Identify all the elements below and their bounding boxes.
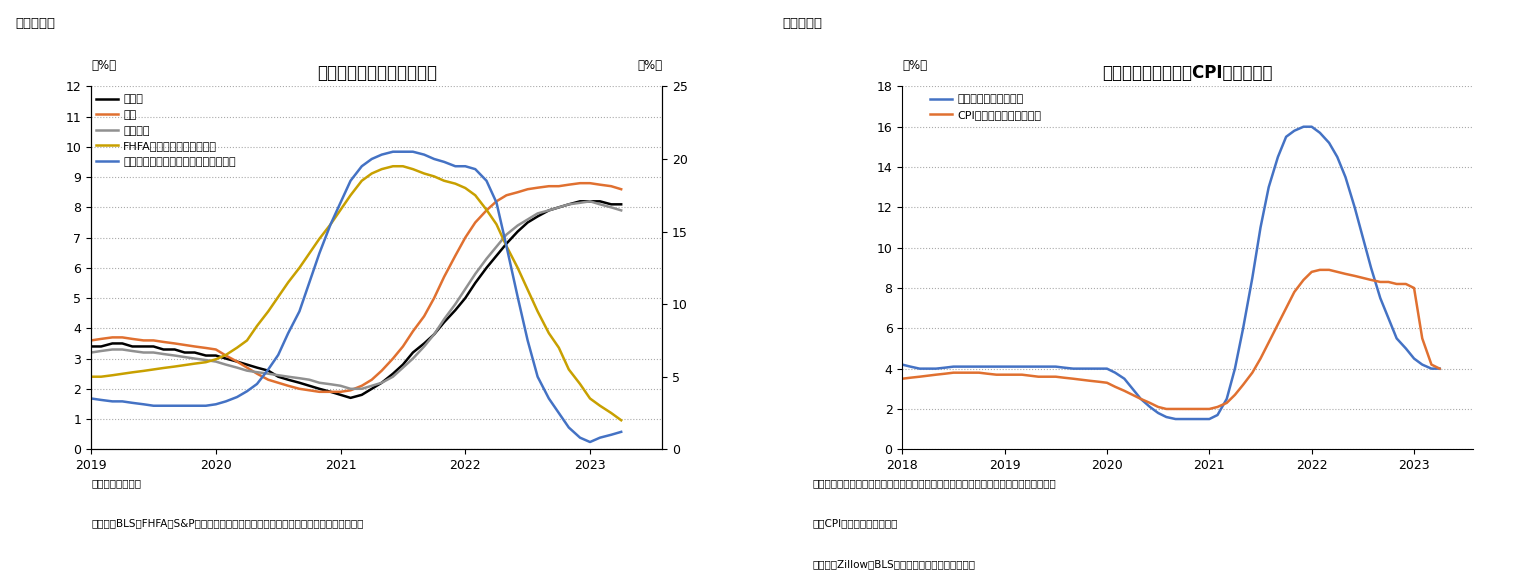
帰属家賃 — [123, 347, 141, 354]
住居費 — [415, 340, 433, 347]
ケース・シラー住宅価格指数（右軸） — [580, 438, 598, 445]
Legend: 観測家賃指数（全米）, CPI家賃指数（１年ラグ）: 観測家賃指数（全米）, CPI家賃指数（１年ラグ） — [925, 90, 1045, 124]
住居費 — [342, 395, 360, 401]
CPI家賃指数（１年ラグ） — [1167, 406, 1185, 412]
ケース・シラー住宅価格指数（右軸） — [434, 158, 453, 165]
CPI家賃指数（１年ラグ） — [1243, 369, 1261, 376]
住居費 — [82, 343, 100, 350]
ケース・シラー住宅価格指数（右軸） — [612, 429, 630, 435]
住居費 — [372, 380, 390, 386]
帰属家賃 — [331, 382, 349, 389]
Text: （図表９）: （図表９） — [782, 17, 822, 31]
CPI家賃指数（１年ラグ） — [1311, 266, 1329, 274]
住居費 — [571, 198, 589, 205]
家賃 — [310, 388, 328, 395]
CPI家賃指数（１年ラグ） — [962, 369, 980, 376]
Text: （%）: （%） — [902, 59, 928, 72]
FHFA住宅価格指数（右軸） — [123, 369, 141, 376]
Line: 家賃: 家賃 — [91, 183, 621, 392]
Text: （注）前年同月比。観測家賃指数は同じ賃貸ユニットの賃料を経時的に計算したもの。: （注）前年同月比。観測家賃指数は同じ賃貸ユニットの賃料を経時的に計算したもの。 — [813, 478, 1056, 488]
家賃 — [415, 313, 433, 320]
観測家賃指数（全米） — [1243, 275, 1261, 282]
CPI家賃指数（１年ラグ） — [1115, 388, 1133, 395]
ケース・シラー住宅価格指数（右軸） — [269, 351, 287, 358]
Line: 帰属家賃: 帰属家賃 — [91, 202, 621, 389]
CPI家賃指数（１年ラグ） — [1431, 365, 1449, 372]
ケース・シラー住宅価格指数（右軸） — [123, 399, 141, 406]
住居費 — [331, 392, 349, 399]
Line: FHFA住宅価格指数（右軸）: FHFA住宅価格指数（右軸） — [91, 166, 621, 420]
帰属家賃 — [612, 207, 630, 214]
住居費 — [123, 343, 141, 350]
家賃 — [571, 180, 589, 187]
家賃 — [82, 337, 100, 344]
ケース・シラー住宅価格指数（右軸） — [363, 156, 381, 162]
Legend: 住居費, 家賃, 帰属家賃, FHFA住宅価格指数（右軸）, ケース・シラー住宅価格指数（右軸）: 住居費, 家賃, 帰属家賃, FHFA住宅価格指数（右軸）, ケース・シラー住宅… — [91, 90, 240, 171]
観測家賃指数（全米） — [962, 363, 980, 370]
ケース・シラー住宅価格指数（右軸） — [82, 395, 100, 402]
FHFA住宅価格指数（右軸） — [331, 206, 349, 213]
観測家賃指数（全米） — [1431, 365, 1449, 372]
家賃 — [372, 367, 390, 374]
Text: （%）: （%） — [91, 59, 117, 72]
CPI家賃指数（１年ラグ） — [1252, 355, 1270, 362]
Text: CPI家賃指数は１年遅行: CPI家賃指数は１年遅行 — [813, 518, 898, 528]
FHFA住宅価格指数（右軸） — [612, 417, 630, 424]
観測家賃指数（全米） — [893, 361, 911, 368]
家賃 — [434, 274, 453, 281]
家賃 — [612, 186, 630, 193]
Line: 観測家賃指数（全米）: 観測家賃指数（全米） — [902, 127, 1440, 419]
Text: （注）前年同月比: （注）前年同月比 — [91, 478, 141, 488]
観測家賃指数（全米） — [1200, 416, 1218, 423]
FHFA住宅価格指数（右軸） — [269, 293, 287, 300]
CPI家賃指数（１年ラグ） — [1157, 406, 1176, 412]
帰属家賃 — [342, 385, 360, 392]
Text: （図表８）: （図表８） — [15, 17, 55, 31]
Title: 観察家賃指数およびCPIの家賃指数: 観察家賃指数およびCPIの家賃指数 — [1103, 64, 1273, 82]
住居費 — [434, 319, 453, 326]
CPI家賃指数（１年ラグ） — [1200, 406, 1218, 412]
帰属家賃 — [269, 372, 287, 378]
FHFA住宅価格指数（右軸） — [384, 163, 403, 170]
観測家賃指数（全米） — [1115, 376, 1133, 382]
FHFA住宅価格指数（右軸） — [434, 177, 453, 184]
帰属家賃 — [434, 316, 453, 323]
Line: CPI家賃指数（１年ラグ）: CPI家賃指数（１年ラグ） — [902, 270, 1440, 409]
観測家賃指数（全米） — [1252, 224, 1270, 231]
Text: （%）: （%） — [636, 59, 662, 72]
ケース・シラー住宅価格指数（右軸） — [415, 151, 433, 158]
観測家賃指数（全米） — [1294, 123, 1312, 130]
Line: ケース・シラー住宅価格指数（右軸）: ケース・シラー住宅価格指数（右軸） — [91, 151, 621, 442]
住居費 — [612, 201, 630, 208]
FHFA住宅価格指数（右軸） — [580, 395, 598, 402]
FHFA住宅価格指数（右軸） — [415, 170, 433, 177]
帰属家賃 — [580, 198, 598, 205]
ケース・シラー住宅価格指数（右軸） — [331, 199, 349, 206]
ケース・シラー住宅価格指数（右軸） — [384, 148, 403, 155]
FHFA住宅価格指数（右軸） — [82, 373, 100, 380]
帰属家賃 — [372, 380, 390, 386]
Line: 住居費: 住居費 — [91, 202, 621, 398]
帰属家賃 — [82, 349, 100, 356]
家賃 — [269, 380, 287, 386]
Text: （資料）Zillow、BLSよりニッセイ基礎研究所作成: （資料）Zillow、BLSよりニッセイ基礎研究所作成 — [813, 559, 975, 569]
CPI家賃指数（１年ラグ） — [893, 376, 911, 382]
家賃 — [342, 387, 360, 394]
住居費 — [269, 373, 287, 380]
Title: 住居費および住宅価格指数: 住居費および住宅価格指数 — [317, 64, 437, 82]
家賃 — [123, 335, 141, 342]
観測家賃指数（全米） — [1157, 414, 1176, 420]
帰属家賃 — [415, 343, 433, 350]
Text: （資料）BLS、FHFA、S&Pダウジョーンズ・インデックスよりニッセイ基礎研究所作成: （資料）BLS、FHFA、S&Pダウジョーンズ・インデックスよりニッセイ基礎研究… — [91, 518, 363, 528]
観測家賃指数（全米） — [1167, 416, 1185, 423]
